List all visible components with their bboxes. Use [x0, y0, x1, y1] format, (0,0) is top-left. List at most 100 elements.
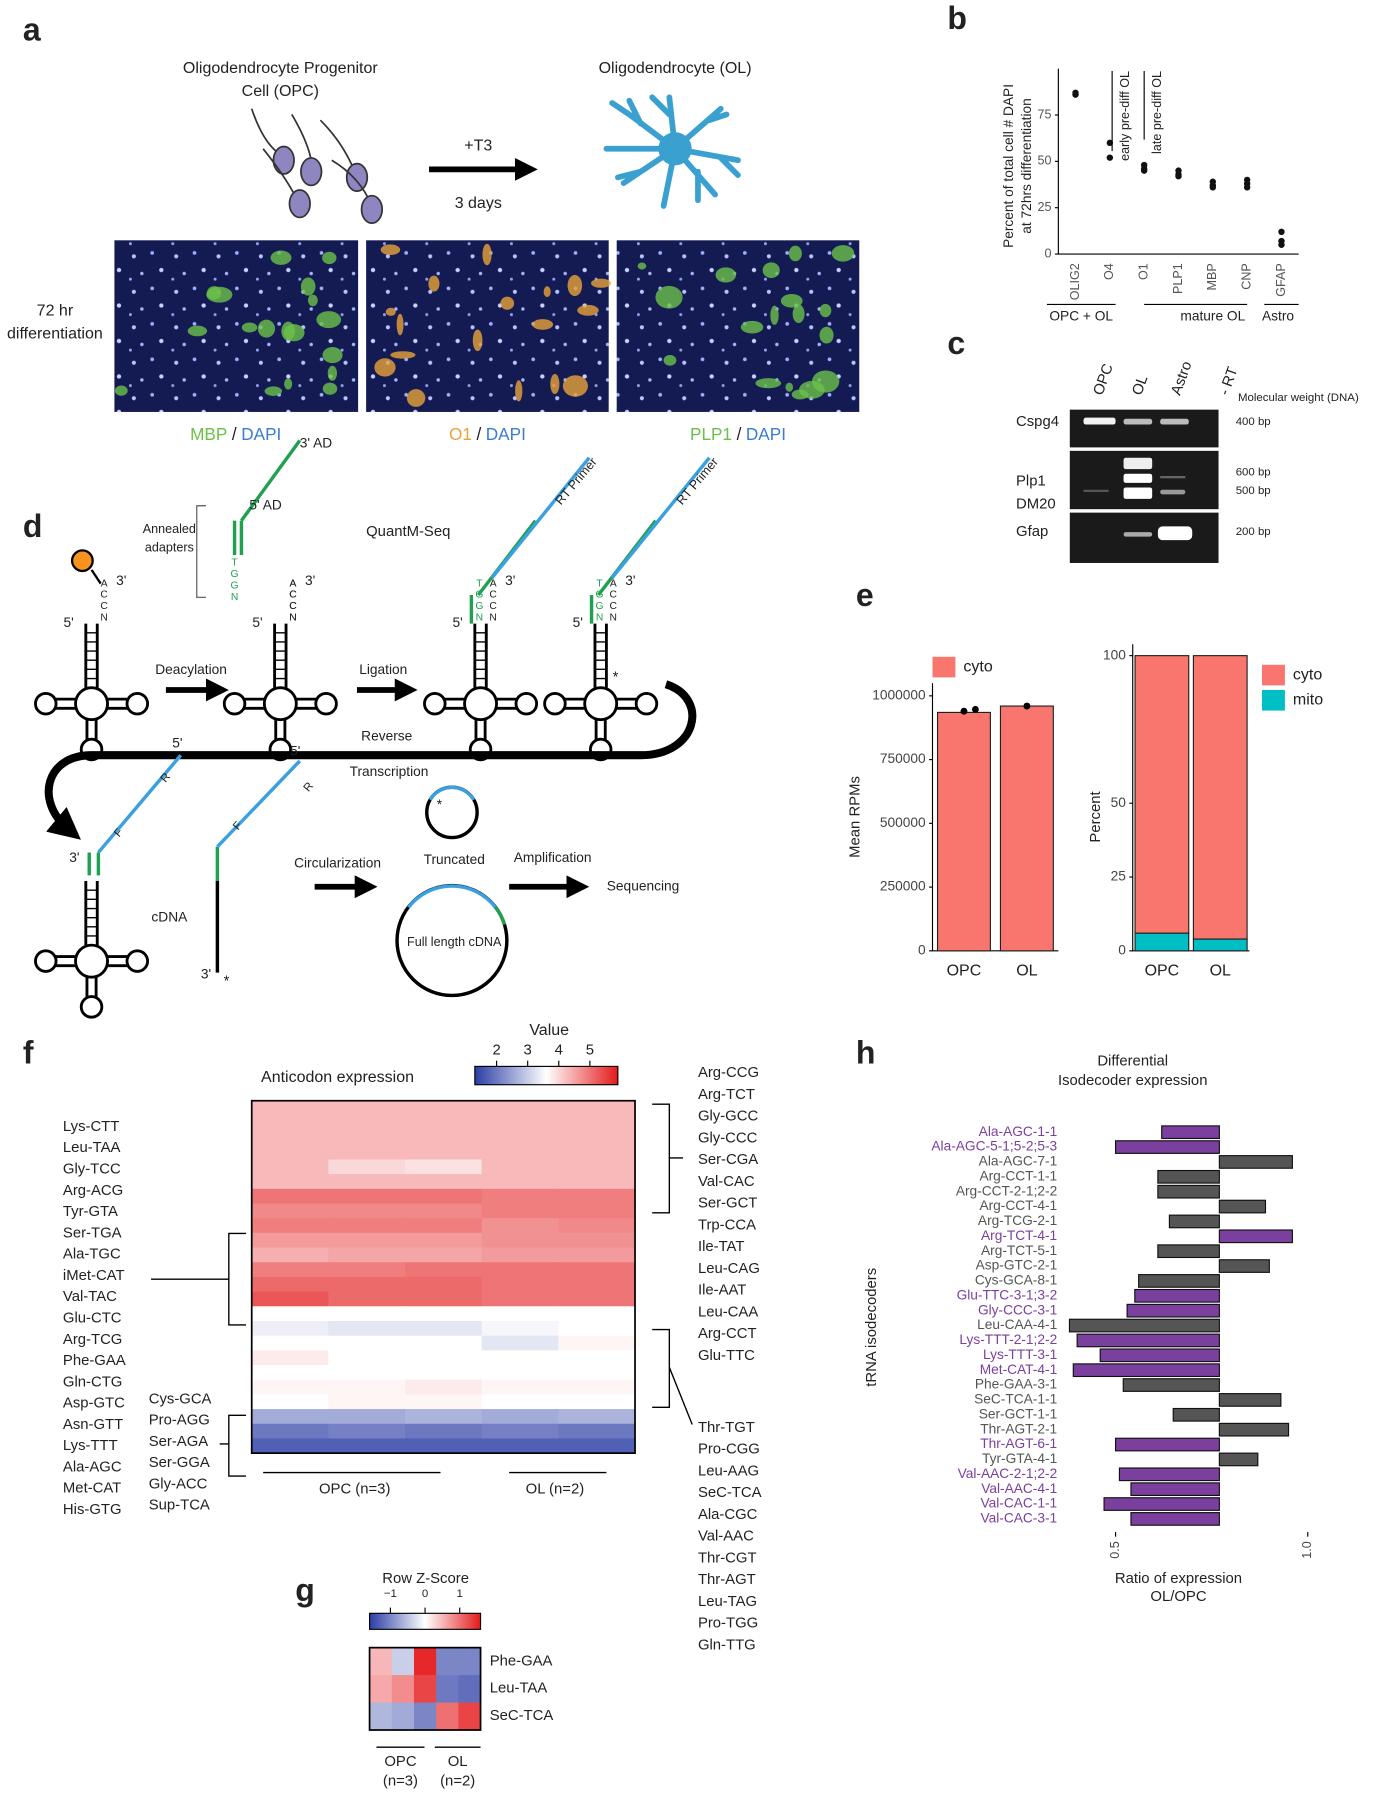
label: Glu-CTC	[63, 1310, 122, 1326]
label: Thr-AGT	[698, 1572, 756, 1588]
bar	[1118, 1467, 1220, 1482]
label: RT Primer	[552, 455, 599, 508]
heat-cell	[558, 1320, 636, 1337]
bar	[1115, 1140, 1220, 1154]
y-tick-label: Lys-TTT-2-1;2-2	[959, 1332, 1057, 1347]
y-tick-label: Ala-AGC-7-1	[979, 1154, 1058, 1169]
label: Ala-AGC	[63, 1459, 122, 1475]
heat-cell	[328, 1365, 406, 1381]
heat-cell	[328, 1159, 406, 1175]
label: C	[489, 601, 497, 612]
y-tick-label: Met-CAT-4-1	[980, 1362, 1057, 1377]
dot	[1140, 167, 1148, 174]
label: Ser-GCT	[698, 1196, 757, 1212]
label: C	[100, 601, 108, 612]
label: *	[613, 669, 619, 685]
heat-cell	[405, 1203, 483, 1219]
stain-blobs	[114, 243, 855, 407]
bar	[1218, 1259, 1270, 1273]
label: Oligodendrocyte Progenitor	[183, 60, 378, 77]
bar	[1099, 1348, 1220, 1363]
y-tick-label: 50	[1037, 154, 1051, 168]
label: Ligation	[359, 662, 407, 677]
heat-cell	[436, 1702, 459, 1731]
y-tick-label: Arg-TCT-4-1	[981, 1228, 1057, 1243]
y-tick-label: 75	[1037, 107, 1051, 121]
heat-cell	[558, 1174, 636, 1190]
label: OPC	[1091, 361, 1117, 397]
heat-cell	[251, 1394, 329, 1410]
label: N	[289, 613, 296, 624]
stain-blob	[270, 250, 292, 265]
stain-dapi: DAPI	[746, 423, 786, 443]
y-tick-label: Gly-CCC-3-1	[978, 1302, 1057, 1317]
label: Leu-AAG	[698, 1463, 759, 1479]
heat-cell	[413, 1647, 437, 1676]
label: 5ʹ	[252, 615, 262, 630]
bar	[1218, 1229, 1293, 1244]
label: Ser-CGA	[698, 1152, 758, 1168]
label: T	[596, 578, 603, 589]
label: SeC-TCA	[698, 1485, 762, 1501]
heat-cell	[405, 1409, 483, 1425]
heat-cell	[481, 1320, 559, 1337]
heat-cell	[481, 1350, 559, 1366]
label: Glu-TTC	[698, 1348, 755, 1364]
stain-blob	[500, 296, 515, 310]
heat-cell	[436, 1647, 459, 1676]
bar	[1157, 1184, 1220, 1199]
colorbar	[368, 1612, 482, 1630]
heat-cell	[481, 1262, 559, 1278]
heat-cell	[405, 1350, 483, 1366]
stain-blob	[396, 313, 404, 336]
heat-cell	[558, 1365, 636, 1381]
stain-blob	[322, 382, 338, 395]
stain-blob	[283, 324, 305, 342]
legend-key	[932, 656, 956, 678]
label: 5ʹ AD	[249, 497, 281, 512]
heat-cell	[558, 1423, 636, 1440]
heat-cell	[405, 1262, 483, 1278]
stain-blob	[380, 244, 401, 255]
label: T	[476, 578, 483, 589]
y-tick-label: 750000	[880, 751, 926, 766]
label: Lys-CTT	[63, 1119, 119, 1135]
heatmap-frame	[250, 1099, 636, 1454]
bar	[1122, 1378, 1220, 1392]
heat-cell	[481, 1232, 559, 1249]
y-tick-label: 1000000	[872, 687, 926, 702]
heat-cell	[481, 1423, 559, 1440]
y-tick-label: Arg-TCG-2-1	[978, 1213, 1057, 1228]
label: 5ʹ	[573, 615, 583, 630]
bar	[1103, 1497, 1220, 1511]
label: Gfap	[1016, 524, 1048, 540]
label: late pre-diff OL	[1150, 71, 1164, 154]
label: C	[610, 590, 618, 601]
heat-cell	[413, 1675, 437, 1704]
heat-cell	[328, 1100, 406, 1116]
heat-cell	[481, 1188, 559, 1205]
heat-cell	[251, 1100, 329, 1116]
legend-key	[1262, 664, 1285, 686]
label: mature OL	[1180, 309, 1245, 324]
heat-cell	[251, 1232, 329, 1249]
stain-blob	[322, 251, 337, 265]
colorbar	[474, 1065, 619, 1086]
heat-cell	[558, 1247, 636, 1263]
heat-cell	[405, 1423, 483, 1440]
heat-cell	[481, 1394, 559, 1410]
label: OPC (n=3)	[319, 1482, 390, 1498]
y-tick-label: SeC-TCA-1-1	[974, 1392, 1057, 1407]
panel-letter: h	[856, 1034, 876, 1070]
dot	[1106, 139, 1114, 147]
heat-cell	[391, 1647, 415, 1676]
heat-cell	[251, 1203, 329, 1219]
label: T	[231, 558, 238, 569]
heat-cell	[558, 1438, 636, 1454]
label: Gly-GCC	[698, 1109, 759, 1125]
heat-cell	[391, 1675, 415, 1704]
label: 3ʹ AD	[300, 436, 332, 451]
heat-cell	[481, 1306, 559, 1322]
x-tick-label: 1.0	[1300, 1541, 1314, 1558]
heat-cell	[328, 1262, 406, 1278]
